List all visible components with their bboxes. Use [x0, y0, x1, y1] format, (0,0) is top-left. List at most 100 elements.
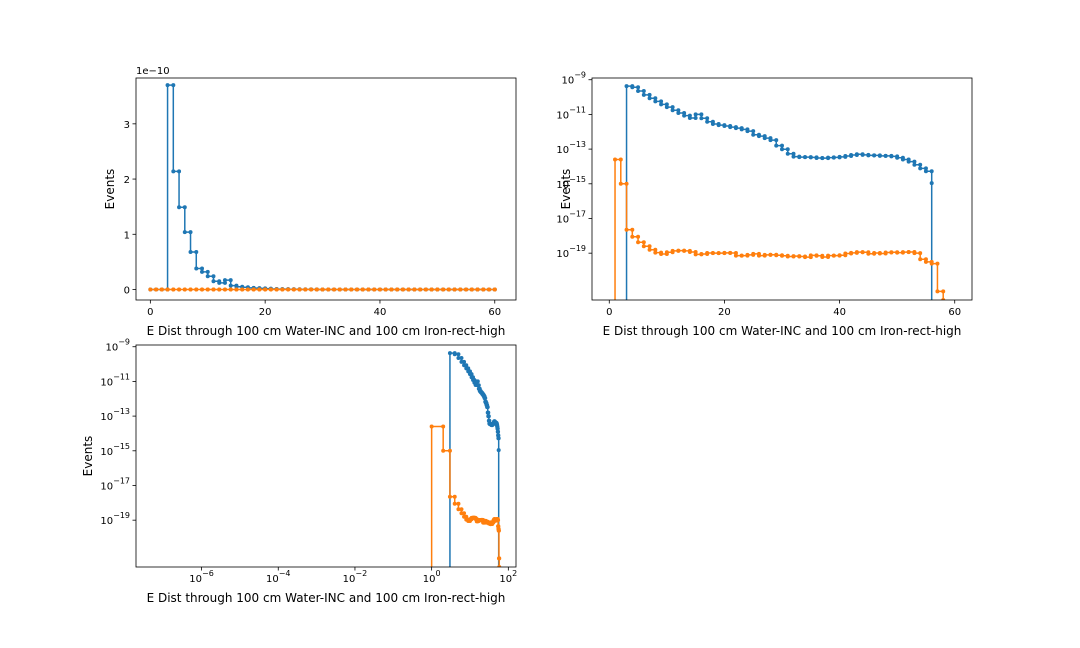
- data-point: [263, 287, 268, 292]
- series-line: [150, 84, 495, 291]
- data-point: [768, 252, 773, 257]
- data-point: [641, 240, 646, 245]
- data-point: [182, 287, 187, 292]
- data-point: [280, 287, 285, 292]
- data-point: [912, 159, 917, 164]
- y-axis-label: Events: [559, 169, 573, 210]
- data-point: [383, 287, 388, 292]
- series-1: [447, 351, 501, 567]
- data-point: [739, 253, 744, 258]
- data-point: [234, 287, 239, 292]
- data-point: [872, 153, 877, 158]
- data-point: [814, 253, 819, 258]
- data-point: [462, 359, 467, 364]
- y-tick-label: 10−13: [100, 407, 130, 423]
- data-point: [647, 244, 652, 249]
- data-point: [664, 252, 669, 257]
- data-point: [613, 157, 618, 162]
- x-tick-label: 10−2: [343, 569, 368, 585]
- data-point: [452, 501, 457, 506]
- data-point: [188, 249, 193, 254]
- x-tick-label: 40: [374, 307, 387, 318]
- data-point: [745, 127, 750, 132]
- data-point: [366, 287, 371, 292]
- x-axis-label: E Dist through 100 cm Water-INC and 100 …: [147, 591, 506, 605]
- x-tick-label: 10−6: [189, 569, 214, 585]
- data-point: [837, 253, 842, 258]
- data-point: [447, 494, 452, 499]
- data-point: [492, 287, 497, 292]
- data-point: [177, 205, 182, 210]
- data-point: [441, 448, 446, 453]
- data-point: [866, 250, 871, 255]
- data-point: [496, 518, 501, 523]
- data-point: [452, 494, 457, 499]
- data-point: [486, 414, 491, 419]
- data-point: [464, 514, 469, 519]
- series-2: [429, 424, 502, 567]
- data-point: [343, 287, 348, 292]
- data-point: [211, 287, 216, 292]
- x-tick-label: 102: [499, 569, 517, 585]
- data-point: [849, 154, 854, 159]
- data-point: [475, 287, 480, 292]
- data-point: [389, 287, 394, 292]
- data-point: [699, 112, 704, 117]
- data-point: [733, 251, 738, 255]
- data-point: [177, 169, 182, 174]
- data-point: [803, 155, 808, 160]
- data-point: [314, 287, 319, 292]
- data-point: [458, 287, 463, 292]
- y-tick-label: 10−11: [100, 372, 130, 388]
- data-point: [624, 227, 629, 232]
- data-point: [889, 153, 894, 158]
- data-point: [918, 251, 923, 256]
- x-tick-label: 60: [948, 307, 961, 318]
- y-tick-label: 2: [124, 175, 130, 186]
- x-tick-label: 0: [606, 307, 612, 318]
- data-point: [889, 250, 894, 255]
- data-point: [929, 181, 934, 186]
- data-point: [462, 511, 467, 516]
- data-point: [630, 84, 635, 89]
- data-point: [320, 287, 325, 292]
- y-tick-label: 10−11: [556, 105, 586, 121]
- data-point: [337, 287, 342, 292]
- data-point: [722, 251, 727, 256]
- x-axis-label: E Dist through 100 cm Water-INC and 100 …: [603, 324, 962, 338]
- y-tick-label: 10−13: [556, 140, 586, 156]
- data-point: [326, 287, 331, 292]
- data-point: [912, 162, 917, 167]
- data-point: [716, 251, 721, 256]
- data-point: [205, 269, 210, 274]
- data-point: [395, 287, 400, 292]
- axes-frame: [591, 77, 973, 301]
- data-point: [843, 154, 848, 159]
- data-point: [171, 169, 176, 174]
- data-point: [496, 528, 501, 533]
- data-point: [676, 108, 681, 113]
- data-point: [762, 134, 767, 139]
- data-point: [699, 252, 704, 257]
- data-point: [618, 181, 623, 186]
- data-point: [900, 250, 905, 255]
- data-point: [923, 257, 928, 262]
- x-tick-label: 10−4: [266, 569, 291, 585]
- data-point: [768, 136, 773, 141]
- x-tick-label: 0: [147, 307, 153, 318]
- data-point: [941, 289, 946, 294]
- data-point: [447, 351, 452, 356]
- data-point: [872, 251, 877, 256]
- x-tick-label: 20: [259, 307, 272, 318]
- data-point: [659, 99, 664, 104]
- data-point: [895, 154, 900, 159]
- data-point: [200, 269, 205, 274]
- data-point: [464, 287, 469, 292]
- data-point: [751, 132, 756, 137]
- data-point: [228, 287, 233, 292]
- data-point: [476, 383, 481, 388]
- data-point: [274, 287, 279, 292]
- data-point: [722, 123, 727, 128]
- y-tick-label: 10−19: [556, 244, 586, 260]
